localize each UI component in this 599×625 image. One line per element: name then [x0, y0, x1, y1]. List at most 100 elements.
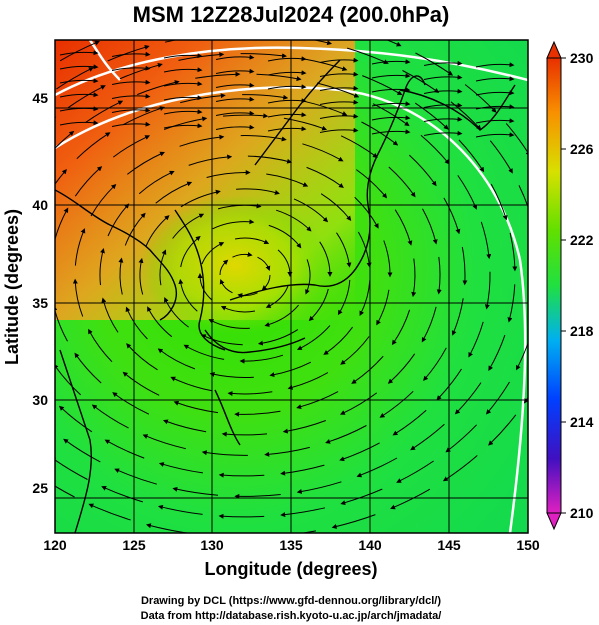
coast-hokkaido-east — [399, 84, 516, 131]
streamline — [436, 368, 462, 401]
streamline — [518, 185, 528, 209]
streamline — [104, 439, 145, 459]
colorbar-label: 222 — [570, 232, 594, 248]
x-tick-label: 125 — [122, 537, 146, 553]
streamline — [371, 115, 411, 121]
streamline — [209, 372, 254, 378]
y-tick-label: 30 — [32, 392, 48, 408]
streamline — [319, 113, 359, 119]
streamline — [563, 268, 565, 304]
streamline — [320, 193, 352, 221]
streamline — [461, 246, 468, 286]
streamline — [226, 33, 269, 34]
streamline — [242, 94, 289, 100]
streamline — [101, 486, 143, 503]
streamline — [423, 116, 463, 122]
streamline — [414, 102, 449, 130]
streamline — [59, 50, 99, 56]
coast-shikoku-kyushu — [204, 329, 306, 354]
streamline — [55, 116, 57, 122]
streamline — [454, 382, 482, 415]
streamline — [201, 450, 248, 456]
streamline — [267, 84, 307, 90]
streamline — [0, 159, 15, 191]
y-tick-label: 45 — [32, 90, 48, 106]
streamline — [124, 212, 146, 246]
streamline — [277, 249, 293, 277]
streamline — [323, 326, 354, 355]
streamline — [72, 278, 84, 317]
coast-honshu-hokkaido — [229, 75, 426, 301]
colorbar-label: 218 — [570, 323, 594, 339]
streamline — [221, 431, 268, 437]
isotherm-226 — [55, 46, 528, 97]
streamline — [240, 53, 287, 59]
streamline — [388, 166, 416, 198]
streamline — [475, 76, 515, 82]
streamline — [331, 514, 376, 529]
colorbar-label: 226 — [570, 141, 594, 157]
isotherm-228 — [88, 40, 121, 81]
streamline — [379, 390, 414, 418]
streamline — [347, 47, 389, 64]
x-tick-label: 120 — [43, 537, 67, 553]
streamline — [371, 101, 411, 107]
streamline — [257, 329, 299, 346]
streamline — [319, 57, 359, 63]
streamline — [218, 513, 265, 519]
streamline — [475, 90, 515, 96]
streamline — [163, 123, 203, 129]
streamline — [316, 82, 360, 98]
streamline — [125, 306, 148, 340]
streamline — [475, 104, 515, 110]
streamline — [306, 166, 344, 188]
streamline — [114, 468, 157, 485]
streamline — [475, 62, 515, 68]
streamline — [111, 79, 151, 85]
streamline — [488, 334, 506, 371]
streamline — [325, 425, 367, 444]
streamline — [362, 75, 403, 96]
streamline — [351, 355, 384, 384]
streamline — [423, 88, 463, 94]
streamline — [442, 455, 478, 482]
streamline — [138, 257, 144, 295]
streamline — [423, 102, 463, 108]
streamline — [219, 278, 233, 294]
streamline — [126, 151, 165, 175]
streamline — [215, 110, 255, 116]
streamline — [371, 129, 411, 135]
streamline — [208, 319, 250, 329]
streamline — [111, 107, 151, 113]
streamline — [122, 371, 160, 396]
colorbar-label: 230 — [570, 50, 594, 66]
x-axis — [54, 526, 529, 533]
streamline — [58, 405, 93, 433]
chart-title: MSM 12Z28Jul2024 (200.0hPa) — [133, 2, 450, 27]
streamline — [356, 457, 398, 478]
streamline — [422, 208, 438, 245]
x-tick-label: 130 — [200, 537, 224, 553]
streamline — [264, 446, 310, 457]
y-axis — [55, 107, 62, 499]
streamline — [505, 123, 528, 157]
streamline — [183, 344, 225, 360]
streamline — [163, 95, 203, 101]
streamline — [287, 372, 329, 390]
streamline — [147, 306, 173, 338]
streamline — [227, 391, 273, 397]
streamline — [234, 493, 281, 499]
credit-line-2: Data from http://database.rish.kyoto-u.a… — [141, 610, 442, 622]
streamline — [178, 278, 198, 312]
streamline — [138, 170, 175, 195]
coast-china-south — [59, 349, 93, 533]
colorbar-body — [546, 57, 562, 514]
wind-streamlines — [0, 33, 565, 533]
streamline — [59, 40, 100, 62]
streamline — [50, 258, 51, 293]
streamline — [74, 228, 86, 266]
streamline — [269, 361, 312, 378]
streamline — [356, 169, 388, 199]
streamline — [302, 143, 344, 162]
streamline — [340, 488, 383, 506]
